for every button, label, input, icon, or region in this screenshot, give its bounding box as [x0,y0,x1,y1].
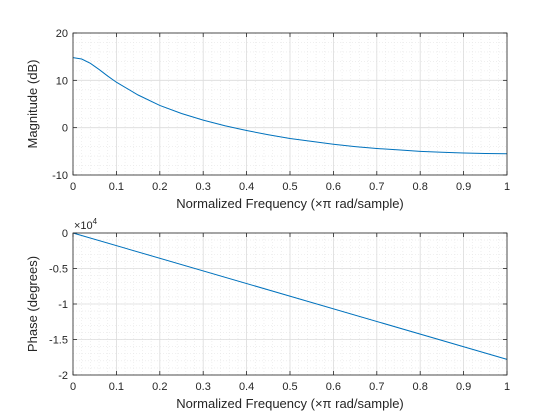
x-tick-label: 0.4 [239,181,254,193]
x-tick-label: 0.5 [282,181,297,193]
x-tick-label: 0.7 [369,381,384,393]
x-tick-label: 0.1 [109,181,124,193]
phase-xlabel: Normalized Frequency (×π rad/sample) [176,396,404,411]
y-tick-label: -0.5 [49,264,68,276]
series-line-0 [72,57,508,155]
series-line-0 [72,232,508,360]
magnitude-xlabel: Normalized Frequency (×π rad/sample) [176,196,404,211]
phase-ylabel: Phase (degrees) [25,256,40,352]
exponent-power: 4 [93,217,98,226]
phase-axes: 0 0.1 0.2 0.3 0.4 0.5 0.6 0.7 0.8 0.9 1 -2 -1.5 -1 -0.… [25,217,510,411]
x-tick-label: 0.5 [282,381,297,393]
y-tick-label: -1 [58,299,68,311]
y-tick-label: 0 [62,123,68,135]
magnitude-plot [72,57,508,155]
x-tick-label: 0.1 [109,381,124,393]
y-tick-label: 10 [56,75,68,87]
phase-ticks: 0 0.1 0.2 0.3 0.4 0.5 0.6 0.7 0.8 0.9 1 -2 -1.5 -1 -0.… [49,228,510,393]
y-tick-label: -10 [52,170,68,182]
x-tick-label: 0.2 [152,381,167,393]
phase-plot [72,232,508,360]
phase-grid [72,232,508,376]
x-tick-label: 0.9 [456,181,471,193]
magnitude-grid [72,32,508,176]
y-tick-label: -2 [58,370,68,382]
x-tick-label: 0.8 [413,381,428,393]
phase-exponent-label: ×104 [74,217,98,232]
x-tick-label: 0 [70,381,76,393]
y-tick-label: -1.5 [49,335,68,347]
x-tick-label: 1 [504,181,510,193]
x-tick-label: 0.3 [196,381,211,393]
x-tick-label: 0.2 [152,181,167,193]
exponent-base: ×10 [74,220,93,232]
x-tick-label: 0.6 [326,181,341,193]
x-tick-label: 0.6 [326,381,341,393]
x-tick-label: 0.4 [239,381,254,393]
x-tick-label: 0.7 [369,181,384,193]
x-tick-label: 0.3 [196,181,211,193]
x-tick-label: 0.9 [456,381,471,393]
x-tick-label: 1 [504,381,510,393]
x-tick-label: 0 [70,181,76,193]
y-tick-label: 0 [62,228,68,240]
magnitude-ylabel: Magnitude (dB) [25,60,40,149]
y-tick-label: 20 [56,28,68,40]
x-tick-label: 0.8 [413,181,428,193]
